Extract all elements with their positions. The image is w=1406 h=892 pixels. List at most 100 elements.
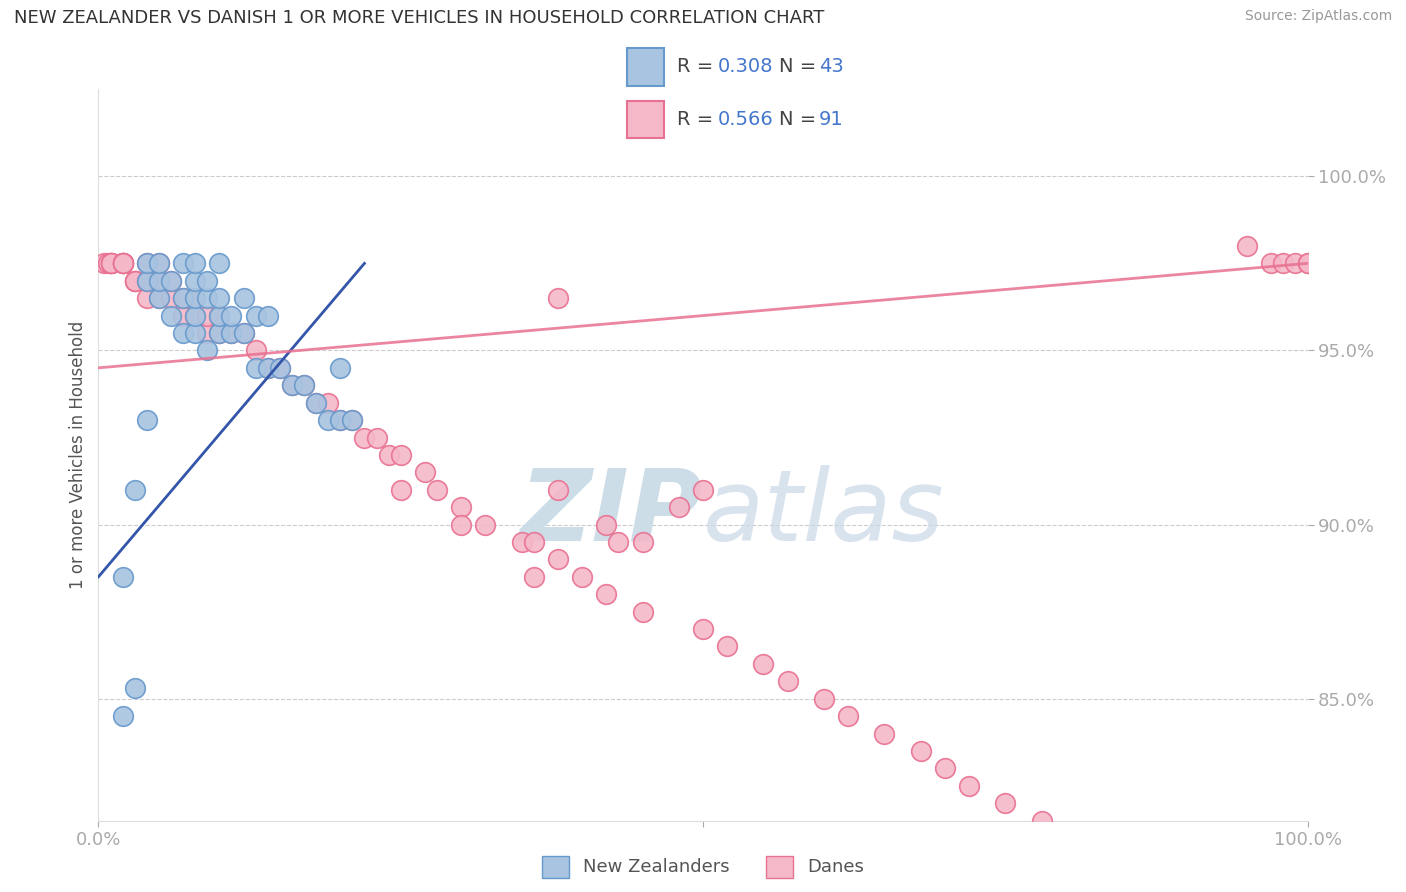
Point <box>523 570 546 584</box>
Text: R =: R = <box>678 110 720 128</box>
Point <box>1272 256 1295 270</box>
Point <box>595 587 617 601</box>
Point <box>305 395 328 409</box>
Point <box>1260 256 1282 270</box>
Point <box>124 274 146 288</box>
Y-axis label: 1 or more Vehicles in Household: 1 or more Vehicles in Household <box>69 321 87 589</box>
Point <box>329 413 352 427</box>
FancyBboxPatch shape <box>627 48 664 86</box>
Point <box>195 326 218 340</box>
Point <box>776 674 799 689</box>
Point <box>148 256 170 270</box>
Point <box>195 291 218 305</box>
Text: 0.566: 0.566 <box>717 110 773 128</box>
Point <box>208 256 231 270</box>
Point <box>172 291 194 305</box>
Point <box>523 535 546 549</box>
Point <box>97 256 120 270</box>
Point <box>232 326 254 340</box>
Point <box>124 274 146 288</box>
Text: 0.308: 0.308 <box>717 57 773 77</box>
Point <box>305 395 328 409</box>
Point <box>93 256 115 270</box>
Point <box>474 517 496 532</box>
Text: N =: N = <box>779 110 823 128</box>
Point <box>595 517 617 532</box>
Point <box>232 291 254 305</box>
Point <box>184 309 207 323</box>
Point <box>692 483 714 497</box>
Point <box>232 326 254 340</box>
Point <box>160 309 183 323</box>
Legend: New Zealanders, Danes: New Zealanders, Danes <box>534 848 872 885</box>
Point <box>692 622 714 636</box>
Point <box>245 360 267 375</box>
Point <box>195 343 218 358</box>
Point <box>135 256 157 270</box>
Point <box>631 605 654 619</box>
Point <box>148 291 170 305</box>
Point <box>377 448 399 462</box>
Point <box>148 274 170 288</box>
Point <box>111 256 134 270</box>
Point <box>426 483 449 497</box>
Point <box>292 378 315 392</box>
Point <box>329 360 352 375</box>
Text: R =: R = <box>678 57 720 77</box>
Point <box>111 256 134 270</box>
Point <box>111 709 134 723</box>
Point <box>208 291 231 305</box>
Point <box>547 291 569 305</box>
Point <box>195 274 218 288</box>
Point <box>245 343 267 358</box>
Text: atlas: atlas <box>703 465 945 562</box>
FancyBboxPatch shape <box>627 101 664 137</box>
Point <box>910 744 932 758</box>
Text: NEW ZEALANDER VS DANISH 1 OR MORE VEHICLES IN HOUSEHOLD CORRELATION CHART: NEW ZEALANDER VS DANISH 1 OR MORE VEHICL… <box>14 9 824 27</box>
Point <box>148 274 170 288</box>
Point <box>195 309 218 323</box>
Point <box>281 378 304 392</box>
Point <box>389 483 412 497</box>
Point <box>1078 848 1101 863</box>
Point <box>172 309 194 323</box>
Point <box>342 413 364 427</box>
Point <box>221 326 243 340</box>
Point <box>873 726 896 740</box>
Point <box>547 483 569 497</box>
Point <box>957 779 980 793</box>
Point <box>100 256 122 270</box>
Point <box>281 378 304 392</box>
Point <box>100 256 122 270</box>
Point <box>269 360 291 375</box>
Point <box>208 309 231 323</box>
Point <box>1054 831 1077 846</box>
Point <box>184 256 207 270</box>
Point <box>124 274 146 288</box>
Point <box>100 256 122 270</box>
Point <box>316 395 339 409</box>
Point <box>934 761 956 775</box>
Point <box>450 517 472 532</box>
Point <box>184 274 207 288</box>
Point <box>135 274 157 288</box>
Point <box>160 274 183 288</box>
Point <box>256 309 278 323</box>
Point <box>221 326 243 340</box>
Point <box>631 535 654 549</box>
Point <box>547 552 569 566</box>
Point <box>1296 256 1319 270</box>
Point <box>607 535 630 549</box>
Point <box>184 291 207 305</box>
Text: 91: 91 <box>818 110 844 128</box>
Point <box>135 256 157 270</box>
Point <box>135 413 157 427</box>
Point <box>668 500 690 515</box>
Point <box>208 326 231 340</box>
Point <box>837 709 859 723</box>
Text: N =: N = <box>779 57 823 77</box>
Point <box>100 256 122 270</box>
Point <box>292 378 315 392</box>
Point <box>716 640 738 654</box>
Point <box>316 413 339 427</box>
